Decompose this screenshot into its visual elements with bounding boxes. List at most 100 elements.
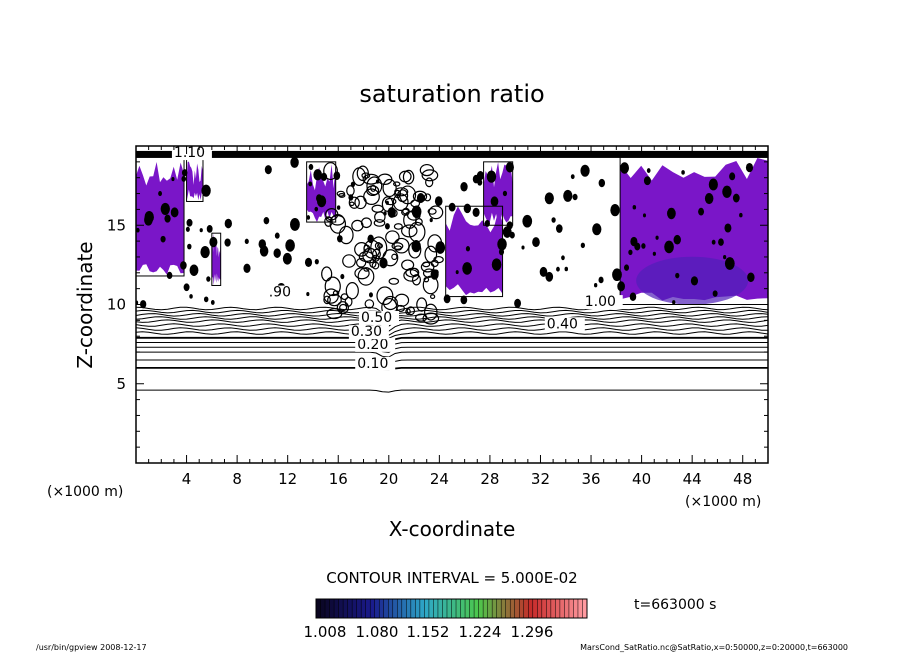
contour-cell: [732, 193, 740, 203]
contour-cell: [349, 201, 355, 207]
contour-cell: [460, 181, 468, 192]
contour-cell: [612, 268, 622, 282]
contour-line: [136, 323, 768, 332]
contour-cell: [419, 163, 435, 177]
contour-cell: [555, 224, 563, 233]
contour-label-bg: [171, 146, 212, 161]
x-tick-label: 40: [632, 470, 651, 488]
contour-cell: [377, 173, 393, 185]
saturated-region: [445, 206, 503, 297]
contour-cell: [376, 286, 394, 306]
contour-cell: [394, 245, 403, 251]
contour-cell: [320, 172, 328, 181]
contour-cell: [158, 191, 163, 197]
contour-cell: [634, 242, 641, 251]
colorbar-swatch: [469, 599, 475, 618]
contour-outline: [483, 161, 514, 226]
contour-cell: [187, 243, 192, 250]
contour-line: [136, 327, 768, 336]
contour-cell: [628, 249, 633, 256]
contour-cell: [337, 235, 343, 243]
colorbar-swatch: [573, 599, 579, 618]
contour-line: [136, 359, 768, 366]
contour-outline: [211, 232, 222, 286]
contour-cell: [348, 194, 354, 201]
contour-cell: [393, 223, 403, 230]
colorbar-swatch: [406, 599, 412, 618]
contour-cell: [313, 169, 323, 181]
colorbar-swatch: [401, 599, 407, 618]
contour-cell: [739, 212, 743, 218]
contour-cell: [199, 228, 203, 233]
x-tick-label: 20: [379, 470, 398, 488]
colorbar-swatch: [415, 599, 421, 618]
contour-label-bg: [582, 295, 623, 310]
contour-cell: [383, 211, 387, 216]
contour-cell: [348, 196, 360, 209]
contour-cell: [629, 292, 637, 302]
contour-cell: [385, 230, 400, 245]
contour-cell: [690, 276, 699, 286]
contour-cell: [545, 271, 554, 282]
contour-cell: [435, 241, 446, 254]
contour-cell: [171, 177, 175, 182]
contour-cell: [144, 210, 154, 224]
colorbar-swatch: [487, 599, 493, 618]
contour-cell: [422, 312, 440, 325]
contour-cell: [170, 207, 179, 218]
contour-cell: [710, 179, 717, 189]
contour-label: 1.10: [174, 145, 205, 161]
y-axis-ticks: 5 10 15: [107, 161, 768, 448]
contour-label: 0.40: [547, 316, 578, 332]
contour-cell: [514, 298, 522, 308]
colorbar-swatch: [320, 599, 326, 618]
contour-cell: [350, 181, 356, 188]
contour-cell: [203, 296, 209, 303]
contour-cell: [422, 275, 439, 295]
contour-cell: [580, 242, 585, 249]
contour-cell: [681, 170, 685, 175]
contour-cell: [345, 282, 359, 300]
contour-cell: [712, 290, 718, 297]
contour-cell: [164, 214, 171, 223]
contour-cell: [244, 238, 249, 245]
colorbar-swatch: [428, 599, 434, 618]
contour-cell: [290, 156, 299, 168]
contour-cell: [416, 297, 428, 312]
contour-cell: [434, 196, 443, 207]
contour-outline: [306, 161, 337, 223]
contour-cell: [723, 255, 727, 260]
contour-cell: [366, 176, 383, 196]
contour-cell: [361, 172, 371, 179]
contour-cell: [384, 223, 390, 230]
contour-cell: [201, 184, 211, 197]
contour-cell: [392, 181, 401, 187]
contour-cell: [729, 172, 736, 181]
contour-cell: [402, 207, 410, 215]
colorbar-tick-label: 1.080: [356, 623, 399, 641]
contour-cell: [342, 254, 356, 268]
contour-cell: [398, 170, 412, 183]
contour-cell: [336, 205, 341, 210]
contour-cell: [610, 203, 620, 217]
x-axis-ticks: 4 8 12 16 20 24 28 32 36 40 44 48: [148, 146, 756, 488]
colorbar-swatch: [528, 599, 534, 618]
contour-label-bg: [358, 310, 399, 325]
colorbar-swatch: [388, 599, 394, 618]
contour-cell: [490, 196, 499, 207]
contour-cell: [290, 218, 300, 231]
contour-cell: [652, 251, 656, 256]
contour-cell: [401, 259, 415, 271]
contour-cell: [166, 271, 173, 280]
contour-cell: [282, 252, 292, 265]
contour-cell: [306, 292, 310, 297]
contour-cell: [181, 169, 188, 177]
contour-cell: [393, 237, 410, 254]
contour-cell: [491, 258, 502, 271]
x-tick-label: 44: [683, 470, 702, 488]
contour-cell: [396, 304, 406, 312]
contour-cell: [416, 192, 425, 204]
colorbar-swatch: [523, 599, 529, 618]
contour-cell: [329, 214, 347, 234]
contour-cell: [472, 174, 480, 184]
